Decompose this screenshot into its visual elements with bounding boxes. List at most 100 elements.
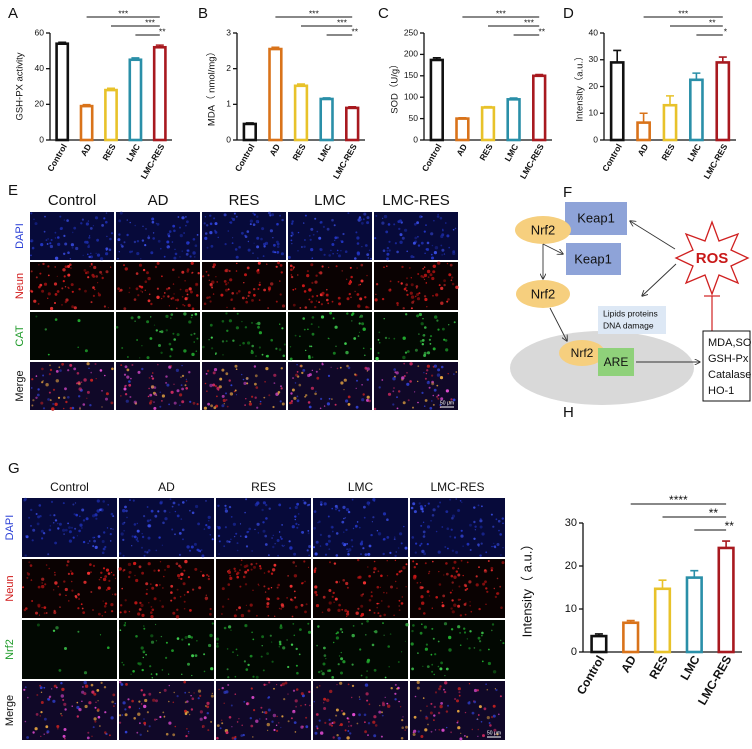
stain-dot (387, 704, 391, 708)
stain-dot (160, 635, 163, 638)
stain-dot (62, 268, 66, 272)
stain-dot (112, 528, 114, 530)
stain-dot (223, 626, 227, 630)
stain-dot (395, 371, 399, 375)
stain-dot (62, 252, 66, 255)
stain-dot (401, 651, 403, 653)
stain-dot (358, 713, 361, 717)
stain-dot (217, 504, 220, 507)
stain-dot (235, 532, 238, 535)
stain-dot (48, 695, 52, 698)
stain-dot (58, 593, 62, 596)
stain-dot (31, 600, 34, 602)
stain-dot (84, 289, 87, 293)
stain-dots (35, 315, 88, 356)
stain-dot (211, 622, 214, 625)
stain-dot (111, 700, 114, 704)
stain-dot (53, 589, 55, 591)
stain-dot (236, 654, 239, 656)
stain-dot (354, 373, 357, 376)
stain-dot (258, 283, 261, 286)
stain-dot (443, 338, 446, 341)
stain-dot (191, 697, 195, 700)
stain-dot (346, 615, 348, 618)
stain-dot (338, 254, 341, 258)
stain-dot (150, 375, 153, 378)
stain-dots (410, 498, 504, 557)
stain-dot (363, 713, 367, 717)
stain-dot (246, 230, 250, 233)
stain-dot (426, 590, 430, 593)
stain-dot (64, 708, 67, 711)
stain-dot (373, 560, 376, 563)
stain-dot (450, 574, 454, 578)
stain-dot (238, 290, 241, 293)
stain-dot (268, 554, 270, 556)
stain-dot (446, 726, 448, 729)
stain-dot (130, 673, 132, 675)
stain-dot (238, 606, 242, 610)
stain-dot (336, 631, 339, 634)
stain-dot (235, 394, 238, 396)
stain-dot (405, 725, 408, 729)
stain-dot (401, 236, 405, 240)
stain-dot (68, 600, 70, 602)
stain-dot (381, 297, 385, 301)
stain-dot (130, 316, 134, 320)
stain-dot (351, 312, 355, 315)
stain-dot (43, 686, 46, 689)
stain-dot (334, 239, 336, 241)
stain-dot (315, 370, 318, 373)
stain-dot (422, 334, 424, 337)
stain-dot (123, 307, 127, 310)
stain-dot (53, 609, 56, 613)
stain-dot (41, 577, 45, 581)
stain-dot (156, 295, 160, 299)
stain-dot (450, 607, 453, 610)
stain-dot (457, 598, 461, 601)
stain-dot (398, 227, 401, 231)
stain-dot (336, 253, 338, 255)
stain-dot (137, 612, 141, 616)
stain-dot (477, 728, 480, 731)
stain-dot (296, 371, 299, 373)
stain-dot (243, 381, 247, 385)
stain-dot (385, 230, 389, 234)
stain-dot (54, 574, 56, 576)
micrograph (216, 620, 311, 679)
stain-dot (250, 350, 254, 355)
stain-dot (232, 522, 236, 526)
stain-dot (247, 248, 251, 252)
stain-dot (37, 388, 40, 391)
bar (685, 576, 703, 654)
x-tick-label: LMC-RES (138, 142, 166, 181)
stain-dot (423, 405, 426, 408)
stain-dot (446, 262, 449, 265)
stain-dot (337, 608, 341, 613)
stain-dot (119, 211, 123, 215)
stain-dot (451, 589, 454, 591)
stain-dot (129, 250, 132, 254)
stain-dot (433, 673, 435, 676)
stain-dot (449, 535, 452, 538)
column-header: RES (251, 480, 276, 494)
stain-dot (31, 378, 34, 381)
stain-dot (70, 243, 74, 247)
stain-dot (419, 215, 423, 219)
stain-dots (221, 559, 310, 618)
stain-dot (159, 600, 161, 602)
stain-dot (473, 647, 476, 649)
stain-dot (109, 533, 112, 536)
stain-dot (63, 234, 66, 237)
stain-dot (134, 574, 136, 577)
stain-dot (373, 407, 377, 411)
stain-dot (317, 326, 320, 328)
stain-dot (366, 221, 370, 225)
y-tick-label: 3 (226, 27, 231, 37)
stain-dot (276, 240, 279, 244)
stain-dot (478, 705, 482, 709)
error-bar (322, 97, 331, 99)
stain-dot (231, 726, 233, 728)
stain-dot (341, 520, 345, 524)
stain-dot (94, 363, 97, 365)
